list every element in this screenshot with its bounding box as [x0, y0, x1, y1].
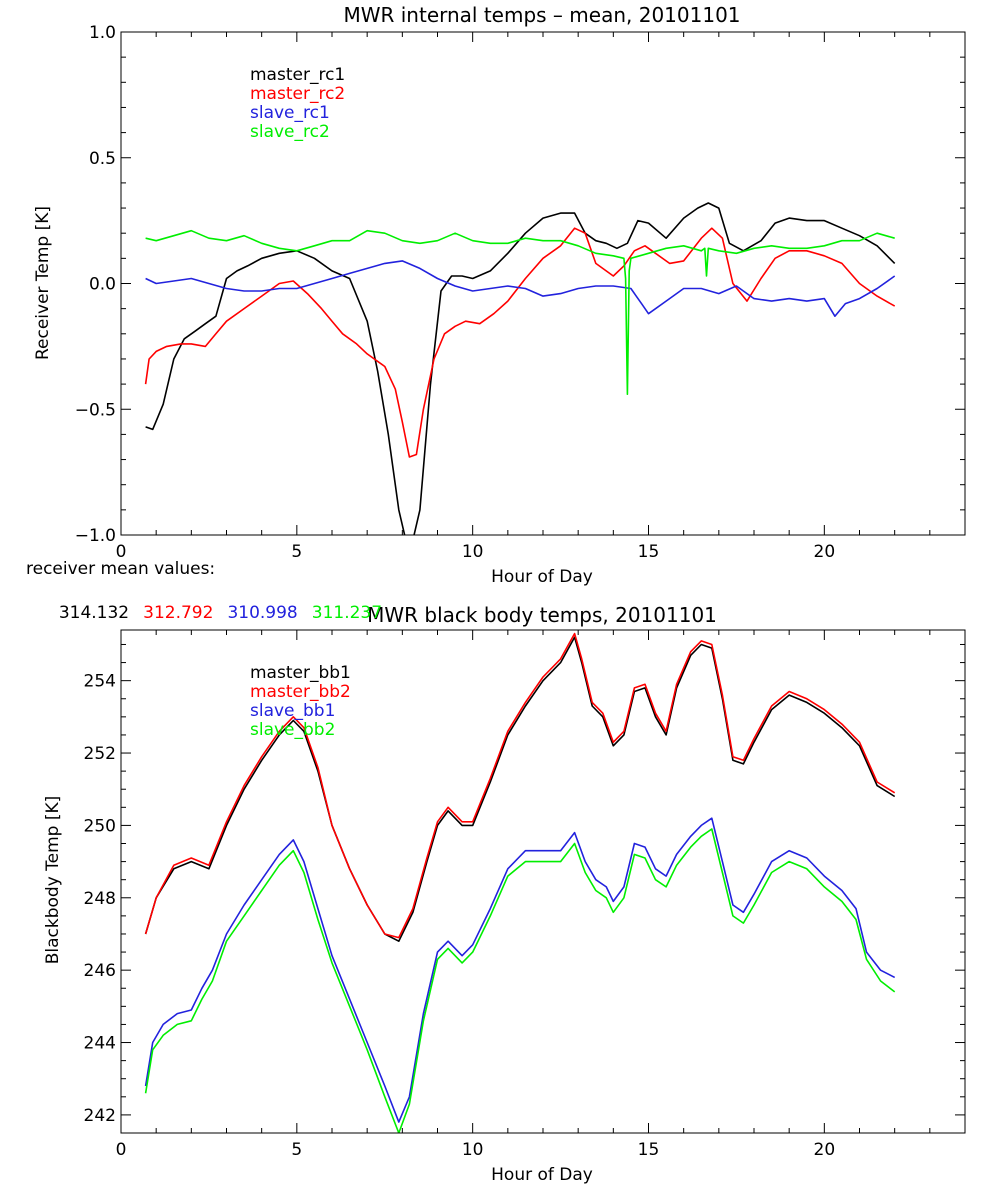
- x-tick-label: 10: [462, 542, 484, 562]
- y-tick-label: −0.5: [75, 400, 116, 420]
- y-tick-label: 1.0: [89, 23, 116, 43]
- legend-slave-rc1: slave_rc1: [250, 103, 330, 123]
- chart-title: MWR internal temps – mean, 20101101: [343, 3, 740, 27]
- legend-master-bb1: master_bb1: [250, 663, 351, 683]
- data-lines: [144, 632, 896, 1133]
- legend-master-rc1: master_rc1: [250, 65, 345, 85]
- plot-frame: [120, 31, 966, 536]
- x-tick-label: 20: [814, 1140, 836, 1160]
- axis-ticks: 0 5 10 15 20 242 244 246 248 250 252 254: [84, 630, 966, 1160]
- y-tick-label: −1.0: [75, 526, 116, 546]
- mean-values-row: 314.132 312.792 310.998 311.237: [48, 583, 396, 623]
- mean-value-slave-rc2: 311.237: [311, 603, 383, 623]
- legend-slave-bb1: slave_bb1: [250, 701, 335, 721]
- x-axis-label: Hour of Day: [491, 1165, 593, 1185]
- axis-ticks: 0 5 10 15 20 −1.0 −0.5 0.0 0.5 1.0: [75, 23, 966, 562]
- x-tick-label: 5: [291, 542, 302, 562]
- x-tick-label: 5: [291, 1140, 302, 1160]
- legend-slave-rc2: slave_rc2: [250, 122, 330, 142]
- series-line-slave-bb1: [144, 817, 896, 1123]
- series-line-master-rc2: [144, 227, 896, 458]
- legend-master-bb2: master_bb2: [250, 682, 351, 702]
- y-tick-label: 246: [84, 961, 116, 981]
- x-tick-label: 20: [814, 542, 836, 562]
- y-tick-label: 254: [84, 672, 116, 692]
- data-lines: [144, 202, 896, 535]
- y-tick-label: 0.5: [89, 149, 116, 169]
- mean-value-master-rc2: 312.792: [143, 603, 214, 623]
- mean-value-slave-rc1: 310.998: [227, 603, 298, 623]
- y-axis-label: Receiver Temp [K]: [33, 206, 53, 360]
- y-tick-label: 242: [84, 1106, 116, 1126]
- series-line-master-bb1: [144, 636, 896, 943]
- y-tick-label: 0.0: [89, 275, 116, 295]
- series-line-master-bb2: [144, 632, 896, 939]
- mean-values-label: receiver mean values:: [26, 559, 215, 579]
- y-axis-label: Blackbody Temp [K]: [43, 796, 63, 965]
- x-tick-label: 15: [638, 1140, 660, 1160]
- series-line-slave-rc1: [145, 260, 896, 318]
- x-tick-label: 0: [116, 542, 127, 562]
- y-tick-label: 248: [84, 889, 116, 909]
- series-line-slave-bb2: [144, 828, 896, 1133]
- y-tick-label: 250: [84, 816, 116, 836]
- legend-slave-bb2: slave_bb2: [250, 720, 335, 740]
- legend-master-rc2: master_rc2: [250, 84, 345, 104]
- mean-value-master-rc1: 314.132: [58, 603, 130, 623]
- blackbody-temp-chart: MWR black body temps, 20101101 Hour of D…: [43, 603, 966, 1185]
- y-tick-label: 244: [84, 1034, 116, 1054]
- x-tick-label: 15: [638, 542, 660, 562]
- y-tick-label: 252: [84, 744, 116, 764]
- plot-frame: [120, 629, 966, 1134]
- series-line-slave-rc2: [145, 229, 895, 396]
- x-tick-label: 10: [462, 1140, 484, 1160]
- series-line-master-rc1: [145, 202, 896, 535]
- chart-title: MWR black body temps, 20101101: [367, 603, 717, 627]
- x-tick-label: 0: [116, 1140, 127, 1160]
- x-axis-label: Hour of Day: [491, 567, 593, 587]
- receiver-temp-chart: MWR internal temps – mean, 20101101 Hour…: [33, 3, 966, 587]
